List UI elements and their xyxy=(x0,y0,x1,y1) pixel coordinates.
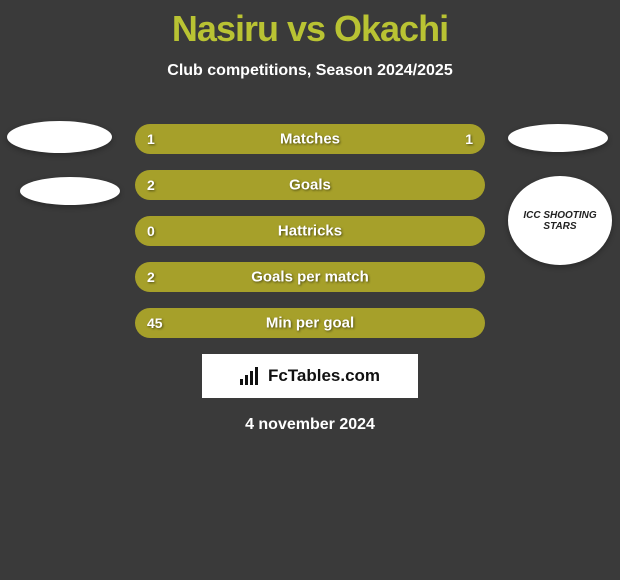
stat-label: Goals per match xyxy=(251,269,369,286)
stat-bar-track: Hattricks 0 xyxy=(135,216,485,246)
stat-row: Min per goal 45 xyxy=(135,308,485,338)
stat-value-left: 1 xyxy=(147,131,155,147)
page-subtitle: Club competitions, Season 2024/2025 xyxy=(0,62,620,80)
stat-label: Hattricks xyxy=(278,223,342,240)
footer-date: 4 november 2024 xyxy=(0,416,620,434)
stat-label: Matches xyxy=(280,131,340,148)
stat-label: Min per goal xyxy=(266,315,354,332)
comparison-chart: Matches 1 1 Goals 2 Hattricks 0 Goals per match… xyxy=(135,124,485,338)
watermark-icon xyxy=(240,367,262,385)
stat-value-left: 0 xyxy=(147,223,155,239)
stat-value-right: 1 xyxy=(465,131,473,147)
page-title: Nasiru vs Okachi xyxy=(0,0,620,50)
stat-value-left: 2 xyxy=(147,269,155,285)
stat-bar-track: Goals per match 2 xyxy=(135,262,485,292)
badge-text: ICC SHOOTING STARS xyxy=(508,210,612,232)
stat-bar-track: Min per goal 45 xyxy=(135,308,485,338)
stat-value-left: 45 xyxy=(147,315,163,331)
stat-value-left: 2 xyxy=(147,177,155,193)
team-badge-right-1 xyxy=(508,124,608,152)
stat-row: Hattricks 0 xyxy=(135,216,485,246)
team-badge-left-1 xyxy=(7,121,112,153)
watermark-text: FcTables.com xyxy=(268,366,380,386)
stat-label: Goals xyxy=(289,177,331,194)
watermark: FcTables.com xyxy=(202,354,418,398)
stat-row: Goals 2 xyxy=(135,170,485,200)
stat-row: Matches 1 1 xyxy=(135,124,485,154)
stat-bar-track: Matches 1 1 xyxy=(135,124,485,154)
team-badge-right-2: ICC SHOOTING STARS xyxy=(508,176,612,265)
stat-row: Goals per match 2 xyxy=(135,262,485,292)
team-badge-left-2 xyxy=(20,177,120,205)
stat-bar-track: Goals 2 xyxy=(135,170,485,200)
